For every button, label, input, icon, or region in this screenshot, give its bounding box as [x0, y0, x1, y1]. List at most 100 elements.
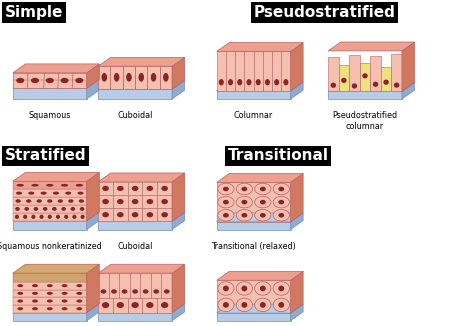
Ellipse shape [43, 207, 47, 211]
Text: Transitional: Transitional [228, 148, 328, 163]
Ellipse shape [352, 83, 357, 89]
Polygon shape [87, 64, 100, 88]
Text: Columnar: Columnar [234, 111, 273, 121]
Ellipse shape [32, 284, 38, 287]
Bar [110, 66, 123, 89]
Polygon shape [98, 264, 185, 273]
Bar [98, 313, 172, 321]
Bar [13, 88, 87, 99]
Ellipse shape [132, 199, 138, 204]
Polygon shape [291, 213, 303, 230]
Polygon shape [291, 82, 303, 99]
Ellipse shape [132, 289, 138, 294]
Polygon shape [402, 82, 414, 99]
Ellipse shape [56, 215, 60, 219]
Ellipse shape [17, 292, 23, 295]
Polygon shape [172, 80, 185, 99]
Ellipse shape [62, 300, 67, 303]
Polygon shape [13, 304, 100, 313]
Text: Pseudostratified
columnar: Pseudostratified columnar [332, 111, 398, 131]
Ellipse shape [47, 284, 53, 287]
Ellipse shape [117, 199, 124, 204]
Ellipse shape [31, 78, 39, 83]
Polygon shape [402, 42, 414, 91]
Ellipse shape [236, 210, 253, 221]
Ellipse shape [161, 302, 168, 308]
Bar [13, 205, 87, 213]
Ellipse shape [16, 199, 21, 203]
Ellipse shape [260, 187, 266, 191]
Ellipse shape [153, 289, 159, 294]
Polygon shape [87, 172, 100, 221]
Bar [254, 52, 263, 91]
Bar [281, 52, 291, 91]
Ellipse shape [138, 73, 144, 82]
Ellipse shape [255, 298, 271, 312]
Ellipse shape [34, 207, 38, 211]
Polygon shape [217, 82, 303, 91]
Ellipse shape [383, 80, 389, 85]
Ellipse shape [218, 210, 234, 221]
Ellipse shape [236, 282, 253, 295]
Ellipse shape [111, 289, 117, 294]
Polygon shape [217, 173, 303, 183]
Bar [128, 182, 143, 195]
Ellipse shape [76, 307, 82, 310]
Ellipse shape [76, 284, 82, 287]
Ellipse shape [146, 212, 153, 217]
Ellipse shape [131, 302, 139, 308]
Ellipse shape [102, 199, 109, 204]
Ellipse shape [102, 302, 109, 308]
Ellipse shape [61, 184, 68, 186]
Ellipse shape [41, 192, 47, 195]
Ellipse shape [146, 302, 154, 308]
Bar [135, 66, 147, 89]
Ellipse shape [65, 192, 71, 195]
Polygon shape [98, 57, 185, 66]
Ellipse shape [255, 210, 271, 221]
Ellipse shape [278, 286, 284, 291]
Ellipse shape [47, 307, 53, 310]
Ellipse shape [341, 78, 346, 83]
Ellipse shape [278, 213, 284, 217]
Ellipse shape [100, 289, 106, 294]
Ellipse shape [114, 73, 119, 82]
Bar [349, 55, 360, 91]
Polygon shape [217, 213, 303, 222]
Polygon shape [217, 271, 303, 280]
Bar [109, 273, 119, 298]
Ellipse shape [260, 286, 266, 291]
Bar [157, 208, 172, 221]
Ellipse shape [278, 187, 284, 191]
Bar [370, 56, 381, 91]
Bar [98, 208, 113, 221]
Ellipse shape [32, 307, 38, 310]
Ellipse shape [77, 192, 83, 195]
Ellipse shape [117, 212, 124, 217]
Bar [160, 66, 172, 89]
Polygon shape [87, 212, 100, 230]
Bar [157, 298, 172, 313]
Ellipse shape [394, 82, 400, 88]
Ellipse shape [218, 298, 234, 312]
Ellipse shape [255, 79, 261, 85]
Bar [328, 57, 338, 91]
Bar [143, 182, 157, 195]
Ellipse shape [81, 215, 85, 219]
Bar [13, 197, 87, 205]
Bar [217, 313, 291, 321]
Ellipse shape [46, 184, 54, 186]
Ellipse shape [223, 200, 229, 204]
Ellipse shape [260, 200, 266, 204]
Bar [128, 298, 143, 313]
Ellipse shape [102, 186, 109, 191]
Ellipse shape [64, 215, 68, 219]
Ellipse shape [36, 199, 42, 203]
Bar [98, 298, 113, 313]
Ellipse shape [163, 73, 169, 82]
Ellipse shape [61, 207, 66, 211]
Polygon shape [98, 173, 185, 182]
Bar [13, 73, 87, 88]
Ellipse shape [17, 284, 23, 287]
Ellipse shape [223, 286, 229, 291]
